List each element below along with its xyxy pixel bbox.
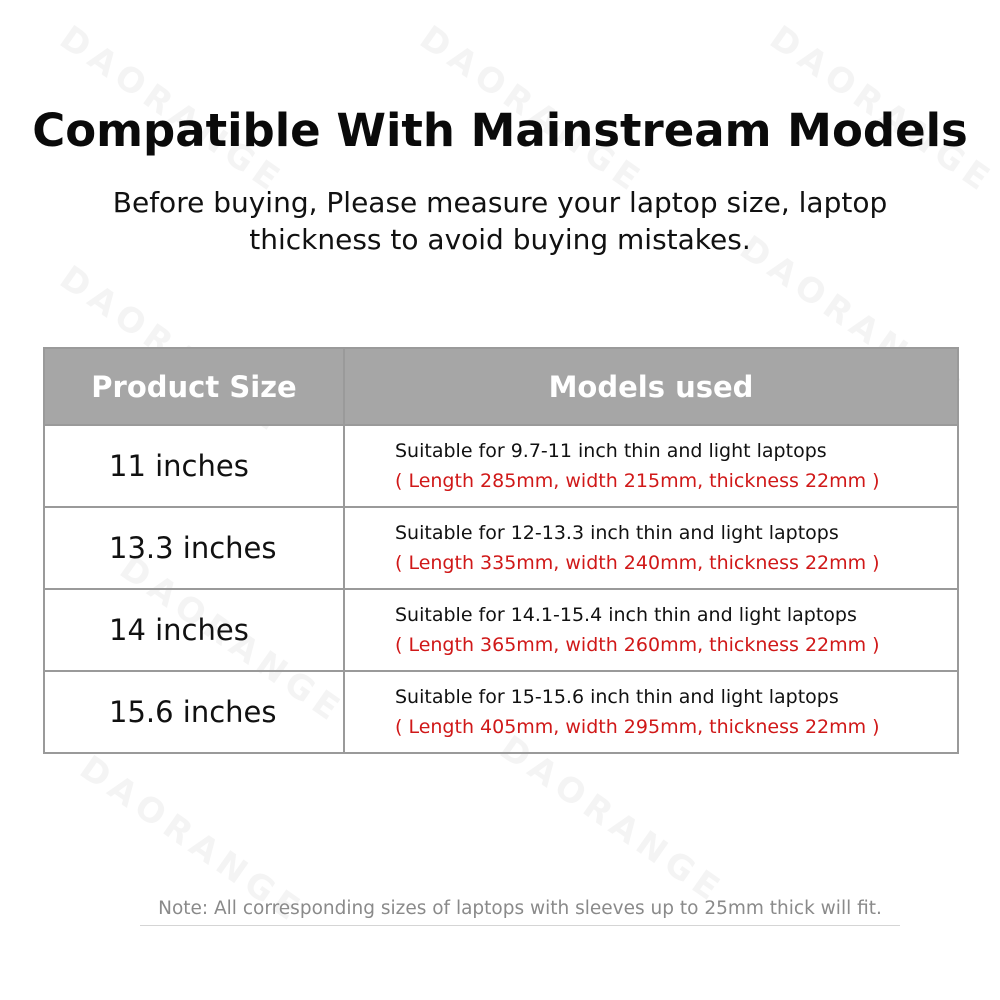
models-cell: Suitable for 14.1-15.4 inch thin and lig…: [343, 588, 959, 672]
table-row: 13.3 inches Suitable for 12-13.3 inch th…: [43, 506, 959, 590]
header-models-used: Models used: [343, 347, 959, 426]
watermark: DAORANGE: [492, 728, 731, 912]
table-row: 11 inches Suitable for 9.7-11 inch thin …: [43, 424, 959, 508]
dimensions-text: ( Length 405mm, width 295mm, thickness 2…: [395, 716, 880, 738]
size-cell: 14 inches: [43, 588, 345, 672]
header-product-size: Product Size: [43, 347, 345, 426]
table-header-row: Product Size Models used: [43, 347, 959, 426]
table-row: 14 inches Suitable for 14.1-15.4 inch th…: [43, 588, 959, 672]
size-compatibility-table: Product Size Models used 11 inches Suita…: [43, 347, 959, 754]
models-cell: Suitable for 12-13.3 inch thin and light…: [343, 506, 959, 590]
size-cell: 11 inches: [43, 424, 345, 508]
dimensions-text: ( Length 335mm, width 240mm, thickness 2…: [395, 552, 880, 574]
size-cell: 13.3 inches: [43, 506, 345, 590]
size-cell: 15.6 inches: [43, 670, 345, 754]
dimensions-text: ( Length 365mm, width 260mm, thickness 2…: [395, 634, 880, 656]
fit-text: Suitable for 9.7-11 inch thin and light …: [395, 440, 827, 462]
fit-text: Suitable for 14.1-15.4 inch thin and lig…: [395, 604, 857, 626]
fit-text: Suitable for 12-13.3 inch thin and light…: [395, 522, 839, 544]
models-cell: Suitable for 15-15.6 inch thin and light…: [343, 670, 959, 754]
dimensions-text: ( Length 285mm, width 215mm, thickness 2…: [395, 470, 880, 492]
table-row: 15.6 inches Suitable for 15-15.6 inch th…: [43, 670, 959, 754]
footnote: Note: All corresponding sizes of laptops…: [140, 898, 900, 926]
fit-text: Suitable for 15-15.6 inch thin and light…: [395, 686, 839, 708]
models-cell: Suitable for 9.7-11 inch thin and light …: [343, 424, 959, 508]
page-title: Compatible With Mainstream Models: [32, 104, 968, 157]
page-subtitle: Before buying, Please measure your lapto…: [112, 186, 888, 256]
